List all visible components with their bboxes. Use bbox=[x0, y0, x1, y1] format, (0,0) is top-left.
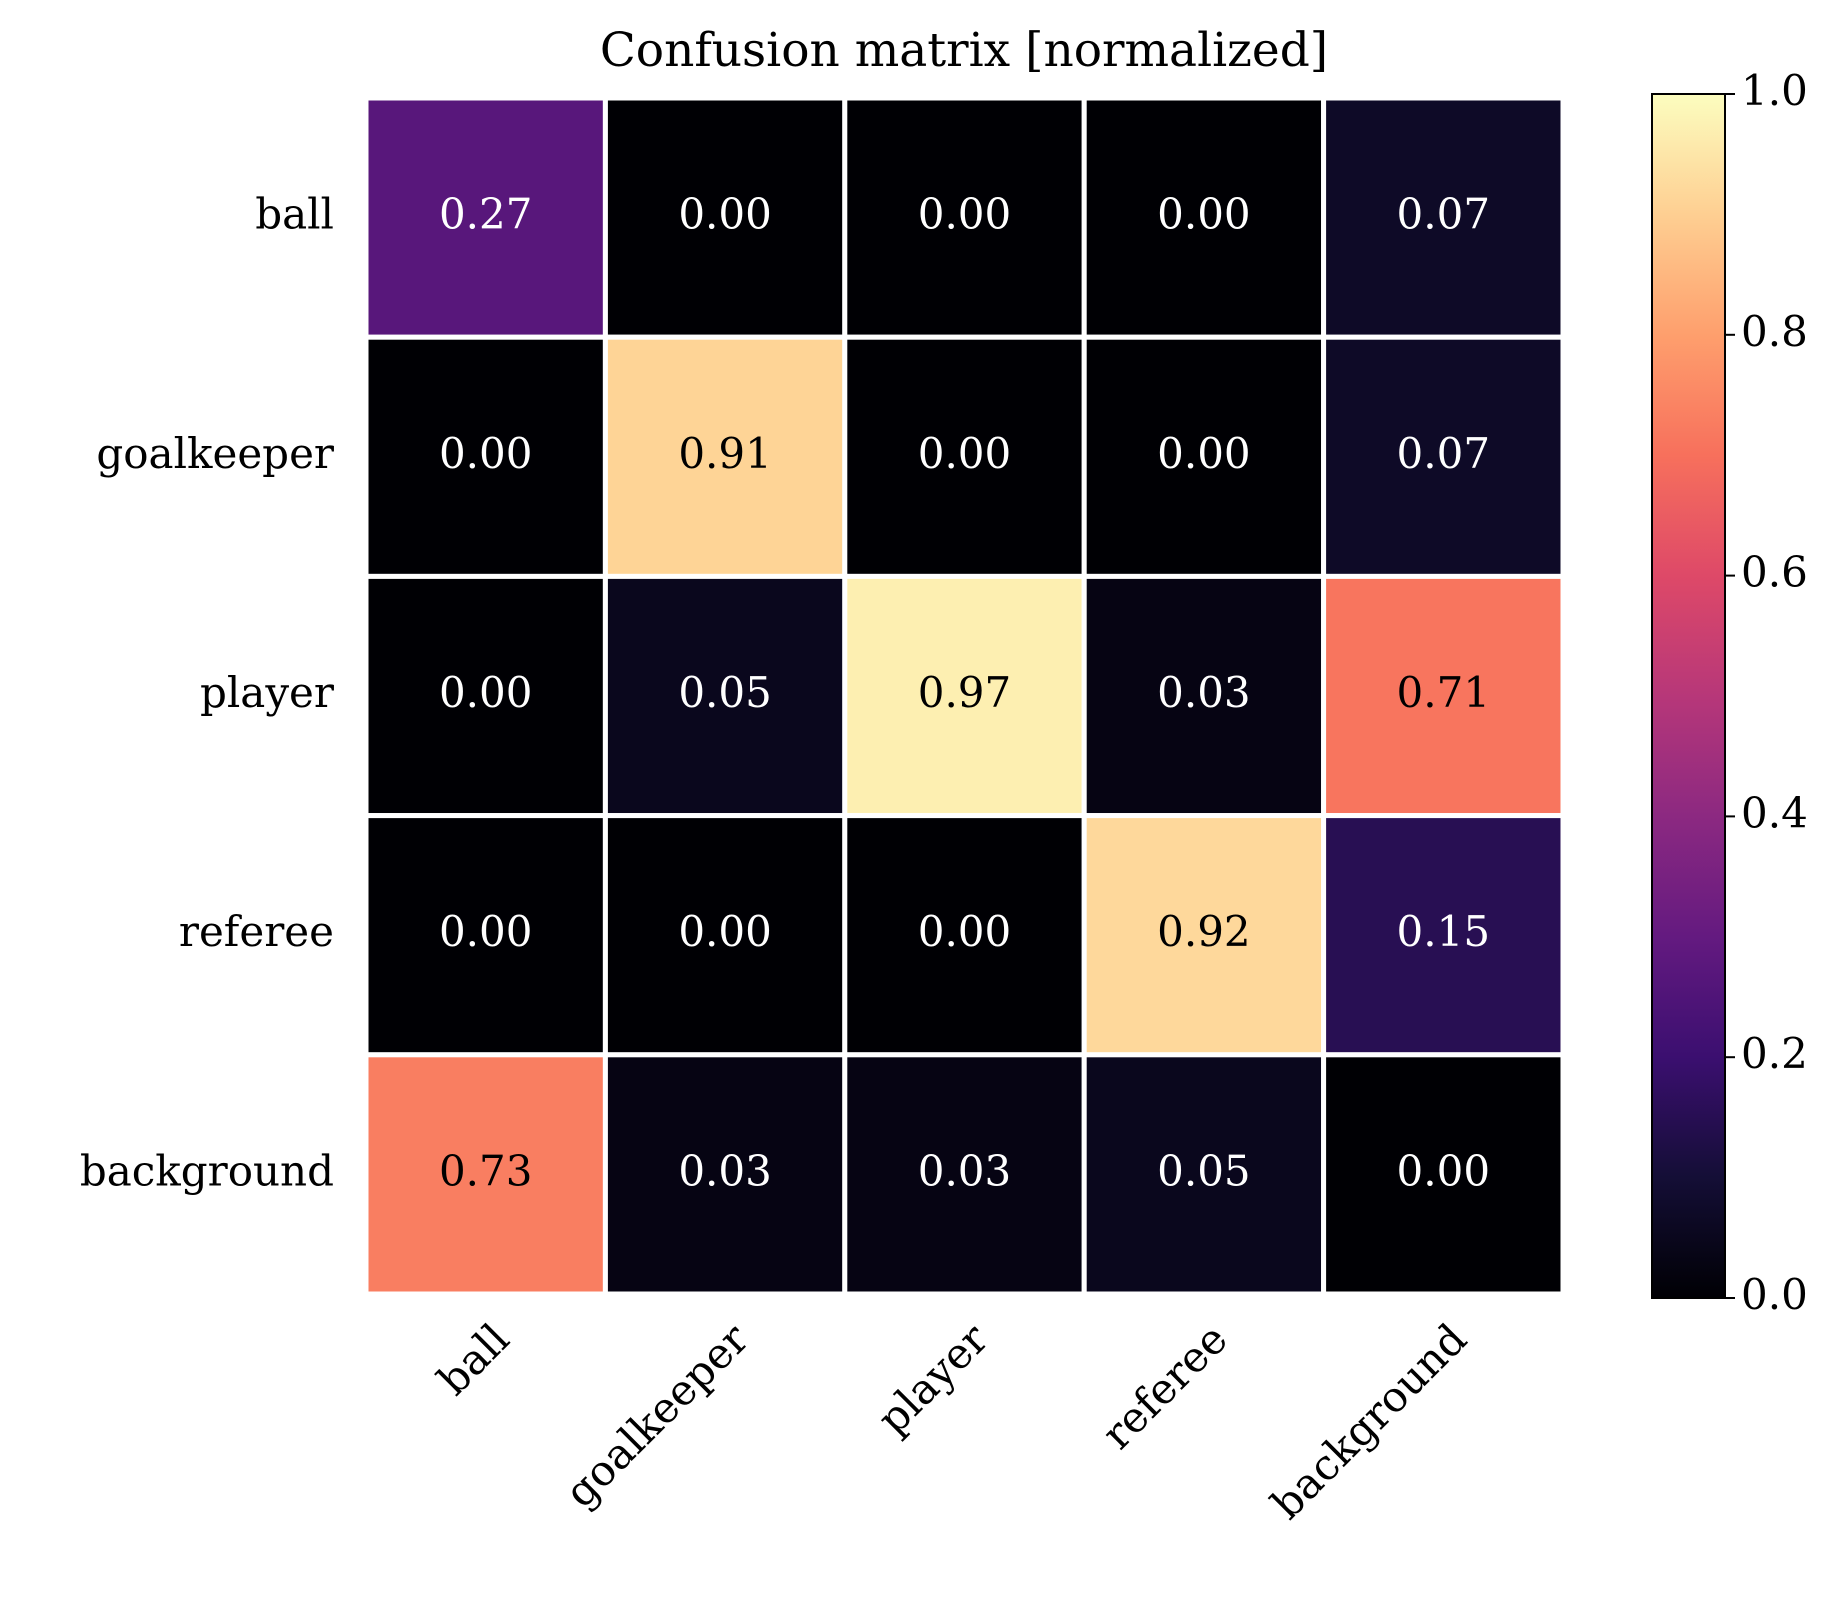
cell bbox=[1321, 813, 1566, 1058]
y-tick-label: ball bbox=[255, 190, 334, 239]
cell bbox=[602, 573, 848, 819]
cell bbox=[1321, 334, 1566, 579]
cell-label: 0.92 bbox=[1157, 907, 1251, 956]
x-tick-label: background bbox=[1262, 1314, 1476, 1528]
cell bbox=[1081, 813, 1327, 1058]
x-tick-label: ball bbox=[428, 1314, 518, 1404]
cell-label: 0.71 bbox=[1397, 668, 1491, 717]
cell bbox=[842, 95, 1087, 340]
cell-label: 0.00 bbox=[1157, 429, 1251, 478]
cell-label: 0.03 bbox=[678, 1146, 772, 1195]
colorbar-tick-label: 0.2 bbox=[1741, 1029, 1808, 1078]
colorbar-tick-label: 0.6 bbox=[1741, 548, 1808, 597]
y-tick-label: referee bbox=[179, 907, 334, 956]
cell-label: 0.00 bbox=[1397, 1146, 1491, 1195]
colorbar-tick-label: 0.4 bbox=[1741, 788, 1808, 837]
cell-label: 0.15 bbox=[1397, 907, 1491, 956]
cell-label: 0.00 bbox=[1157, 190, 1251, 239]
colorbar-tick-label: 0.8 bbox=[1741, 307, 1808, 356]
cell bbox=[363, 813, 608, 1058]
cell bbox=[602, 813, 848, 1058]
y-tick-label: background bbox=[80, 1146, 334, 1195]
cell-label: 0.00 bbox=[918, 190, 1012, 239]
cell-label: 0.07 bbox=[1397, 429, 1491, 478]
cell-label: 0.00 bbox=[918, 429, 1012, 478]
cell-label: 0.03 bbox=[918, 1146, 1012, 1195]
cell-label: 0.00 bbox=[439, 668, 533, 717]
cell bbox=[602, 95, 848, 340]
colorbar-tick-label: 1.0 bbox=[1741, 66, 1808, 115]
x-tick-label: player bbox=[868, 1314, 998, 1444]
cell-label: 0.91 bbox=[678, 429, 772, 478]
chart-title: Confusion matrix [normalized] bbox=[600, 23, 1328, 78]
cell-label: 0.00 bbox=[678, 190, 772, 239]
cell-label: 0.05 bbox=[1157, 1146, 1251, 1195]
cell-label: 0.00 bbox=[918, 907, 1012, 956]
cell-label: 0.00 bbox=[439, 907, 533, 956]
cell bbox=[363, 334, 608, 579]
x-tick-label: goalkeeper bbox=[555, 1314, 758, 1517]
cell-label: 0.00 bbox=[439, 429, 533, 478]
cell bbox=[1321, 1052, 1566, 1297]
colorbar-tick-label: 0.0 bbox=[1741, 1270, 1808, 1319]
colorbar bbox=[1651, 93, 1726, 1299]
cell bbox=[842, 813, 1087, 1058]
cell-label: 0.07 bbox=[1397, 190, 1491, 239]
cell-label: 0.03 bbox=[1157, 668, 1251, 717]
cell bbox=[842, 334, 1087, 579]
y-tick-label: goalkeeper bbox=[96, 429, 335, 478]
cell-label: 0.97 bbox=[918, 668, 1012, 717]
cell bbox=[363, 1052, 608, 1297]
cell-label: 0.00 bbox=[678, 907, 772, 956]
cell bbox=[1081, 573, 1327, 819]
cell bbox=[602, 1052, 848, 1297]
cell bbox=[842, 1052, 1087, 1297]
cell-label: 0.27 bbox=[439, 190, 533, 239]
x-tick-label: referee bbox=[1092, 1314, 1236, 1458]
y-tick-label: player bbox=[200, 668, 335, 717]
cell bbox=[363, 95, 608, 340]
cell-label: 0.05 bbox=[678, 668, 772, 717]
cell-label: 0.73 bbox=[439, 1146, 533, 1195]
